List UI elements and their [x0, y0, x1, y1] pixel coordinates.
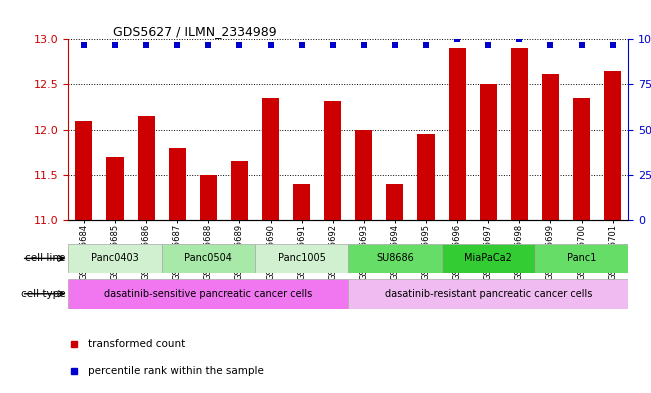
Bar [161, 244, 255, 273]
Bar [224, 244, 255, 273]
Bar [68, 244, 161, 273]
Bar [76, 121, 92, 220]
Bar [597, 244, 628, 273]
Bar [542, 73, 559, 220]
Bar [573, 98, 590, 220]
Text: dasatinib-resistant pancreatic cancer cells: dasatinib-resistant pancreatic cancer ce… [385, 289, 592, 299]
Bar [604, 71, 621, 220]
Bar [535, 244, 628, 273]
Bar [511, 48, 528, 220]
Bar [473, 244, 504, 273]
Text: dasatinib-sensitive pancreatic cancer cells: dasatinib-sensitive pancreatic cancer ce… [104, 289, 312, 299]
Text: Panc1: Panc1 [567, 253, 596, 263]
Bar [193, 244, 224, 273]
Bar [169, 148, 186, 220]
Bar [317, 244, 348, 273]
Bar [107, 157, 124, 220]
Text: Panc0403: Panc0403 [91, 253, 139, 263]
Bar [441, 244, 473, 273]
Bar [68, 244, 100, 273]
Text: Panc0504: Panc0504 [184, 253, 232, 263]
Text: cell type: cell type [21, 289, 65, 299]
Text: cell line: cell line [25, 253, 65, 263]
Bar [504, 244, 535, 273]
Bar [348, 279, 628, 309]
Bar [262, 98, 279, 220]
Text: GDS5627 / ILMN_2334989: GDS5627 / ILMN_2334989 [113, 25, 277, 38]
Bar [255, 244, 348, 273]
Bar [68, 279, 348, 309]
Bar [380, 244, 411, 273]
Bar [348, 244, 441, 273]
Bar [137, 116, 155, 220]
Bar [161, 244, 193, 273]
Bar [355, 130, 372, 220]
Bar [411, 244, 441, 273]
Bar [441, 244, 535, 273]
Bar [535, 244, 566, 273]
Text: percentile rank within the sample: percentile rank within the sample [88, 366, 264, 376]
Bar [131, 244, 161, 273]
Bar [480, 84, 497, 220]
Bar [348, 244, 380, 273]
Bar [449, 48, 465, 220]
Bar [100, 244, 131, 273]
Text: transformed count: transformed count [88, 339, 185, 349]
Bar [387, 184, 404, 220]
Text: SU8686: SU8686 [376, 253, 414, 263]
Bar [231, 161, 248, 220]
Text: Panc1005: Panc1005 [278, 253, 326, 263]
Bar [200, 175, 217, 220]
Text: MiaPaCa2: MiaPaCa2 [464, 253, 512, 263]
Bar [566, 244, 597, 273]
Bar [293, 184, 310, 220]
Bar [286, 244, 317, 273]
Bar [417, 134, 435, 220]
Bar [324, 101, 341, 220]
Bar [255, 244, 286, 273]
